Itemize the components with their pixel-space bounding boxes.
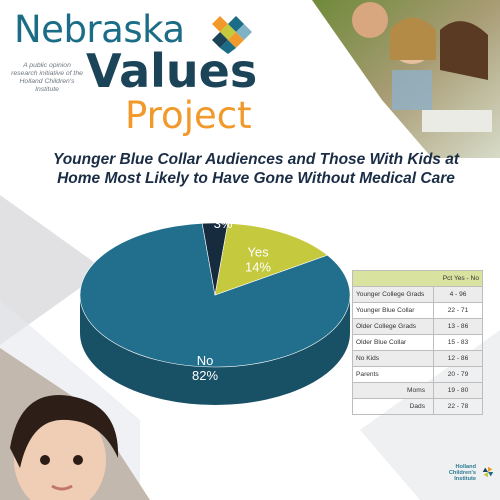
holland-logo-line2: Children's xyxy=(448,470,476,476)
table-row-value: 19 - 80 xyxy=(433,382,483,399)
table-row-value: 15 - 83 xyxy=(433,334,483,351)
toddler-photo xyxy=(0,348,150,500)
holland-logo-line1: Holland xyxy=(455,464,476,470)
table-row-value: 4 - 96 xyxy=(433,286,483,303)
logo-tagline: A public opinion research initiative of … xyxy=(11,62,83,93)
table-row-label: Dads xyxy=(352,398,434,415)
pie-slices-group xyxy=(79,222,351,368)
table-row-label: Younger Blue Collar xyxy=(352,302,434,319)
table-row: Parents 20 - 79 xyxy=(352,366,483,383)
holland-pinwheel-icon xyxy=(482,466,494,478)
chart-title: Younger Blue Collar Audiences and Those … xyxy=(52,151,460,187)
table-row: Younger Blue Collar 22 - 71 xyxy=(352,302,483,319)
table-row-value: 13 - 86 xyxy=(433,318,483,335)
table-row: Younger College Grads 4 - 96 xyxy=(352,286,483,303)
table-row-value: 22 - 71 xyxy=(433,302,483,319)
segment-table: Pct Yes - No Younger College Grads 4 - 96… xyxy=(352,270,483,415)
children-reading-photo xyxy=(312,0,500,158)
pie-slice-yes xyxy=(214,223,329,296)
pie-label-name: (DK/Ref) xyxy=(198,201,249,216)
table-header: Pct Yes - No xyxy=(352,270,483,287)
pie-label-percent: 14% xyxy=(245,260,271,275)
holland-logo-line3: Institute xyxy=(454,476,476,482)
pie-label-name: No xyxy=(197,353,214,368)
holland-logo-text: Holland Children's Institute xyxy=(440,464,476,482)
table-row: Moms 19 - 80 xyxy=(352,382,483,399)
table-row-value: 20 - 79 xyxy=(433,366,483,383)
pie-depth-group xyxy=(80,295,350,405)
table-row-label: No Kids xyxy=(352,350,434,367)
table-row-value: 22 - 78 xyxy=(433,398,483,415)
table-row: Older College Grads 13 - 86 xyxy=(352,318,483,335)
quilt-logo-icon xyxy=(212,16,252,54)
table-header-row: Pct Yes - No xyxy=(352,270,483,287)
pie-slice-side-no xyxy=(80,295,350,405)
logo-nebraska-word: Nebraska xyxy=(14,8,185,51)
table-row: No Kids 12 - 86 xyxy=(352,350,483,367)
table-row-label: Moms xyxy=(352,382,434,399)
pie-label-percent: 82% xyxy=(192,368,218,383)
table-row-label: Parents xyxy=(352,366,434,383)
logo-project-word: Project xyxy=(125,94,252,137)
table-row: Dads 22 - 78 xyxy=(352,398,483,415)
table-row-value: 12 - 86 xyxy=(433,350,483,367)
pie-label-percent: 3% xyxy=(214,216,233,231)
table-row-label: Older Blue Collar xyxy=(352,334,434,351)
table-body: Younger College Grads 4 - 96 Younger Blue … xyxy=(352,286,483,415)
pie-label-name: Yes xyxy=(247,245,269,260)
table-row-label: Older College Grads xyxy=(352,318,434,335)
table-row: Older Blue Collar 15 - 83 xyxy=(352,334,483,351)
table-row-label: Younger College Grads xyxy=(352,286,434,303)
